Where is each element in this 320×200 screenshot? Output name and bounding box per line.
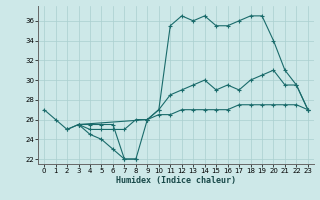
X-axis label: Humidex (Indice chaleur): Humidex (Indice chaleur)	[116, 176, 236, 185]
